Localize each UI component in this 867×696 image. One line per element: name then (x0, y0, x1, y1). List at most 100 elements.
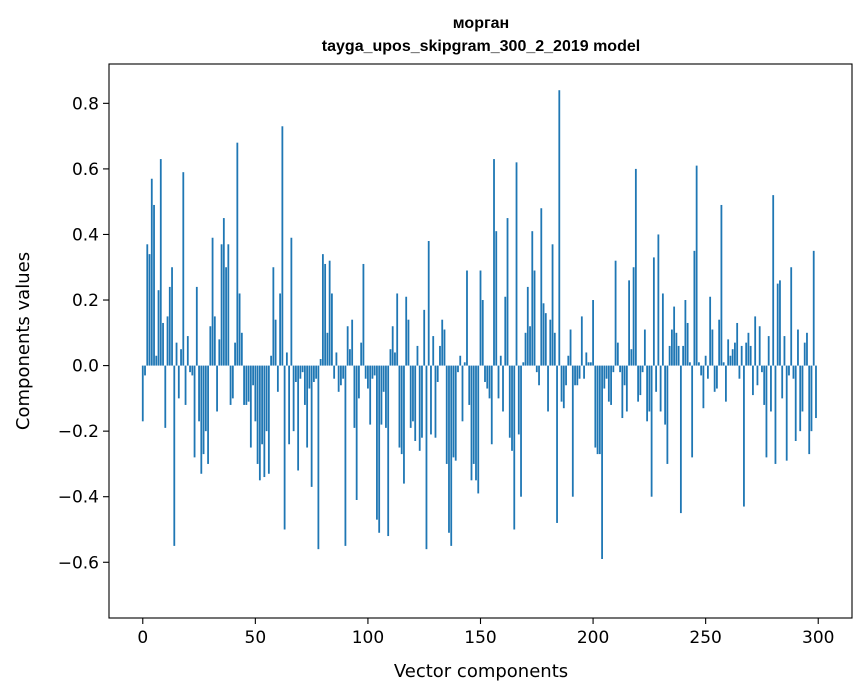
bar-component-55 (265, 365, 268, 432)
bar-component-80 (321, 254, 324, 366)
bar-component-30 (209, 326, 212, 366)
bar-component-142 (461, 365, 464, 422)
bar-component-61 (279, 293, 282, 366)
bar-component-128 (430, 365, 432, 435)
bar-component-168 (520, 365, 522, 497)
bar-component-229 (657, 234, 660, 366)
bar-component-280 (772, 195, 775, 366)
bar-component-287 (788, 365, 790, 376)
bar-component-188 (565, 365, 567, 386)
bar-component-23 (193, 365, 196, 458)
bar-component-290 (794, 365, 797, 441)
bar-component-87 (337, 365, 340, 392)
bar-component-109 (387, 365, 390, 537)
bar-component-108 (385, 365, 387, 428)
bar-component-150 (479, 270, 482, 366)
bar-component-296 (808, 365, 811, 455)
bar-component-277 (765, 365, 768, 458)
bar-component-271 (752, 365, 754, 396)
bar-component-298 (812, 250, 815, 366)
bar-component-230 (659, 365, 662, 412)
bar-component-260 (727, 339, 730, 366)
bar-component-245 (693, 250, 696, 366)
bar-component-39 (229, 365, 232, 405)
bar-component-173 (531, 231, 534, 366)
bar-component-113 (396, 293, 399, 366)
bar-component-11 (166, 316, 169, 366)
bar-component-9 (162, 322, 164, 366)
bar-component-124 (421, 365, 423, 438)
bar-component-116 (403, 365, 405, 484)
bar-component-251 (707, 365, 709, 379)
x-tick-label: 0 (137, 628, 148, 648)
bar-component-36 (222, 218, 225, 366)
bar-component-176 (538, 365, 540, 386)
y-tick-label: 0.8 (72, 94, 99, 114)
bar-component-122 (416, 345, 419, 366)
bar-component-263 (734, 342, 736, 366)
bar-component-32 (213, 316, 216, 366)
bar-component-125 (423, 309, 426, 366)
bar-component-68 (294, 365, 297, 382)
bar-component-212 (619, 365, 621, 373)
bar-component-264 (736, 322, 739, 366)
bar-component-91 (346, 326, 349, 366)
bar-component-210 (614, 260, 617, 366)
bar-component-236 (673, 306, 676, 366)
bar-component-165 (513, 365, 516, 530)
bar-component-217 (630, 349, 633, 366)
bar-component-258 (722, 362, 725, 366)
bar-component-239 (679, 365, 682, 514)
bar-component-160 (502, 365, 504, 412)
bar-component-252 (709, 296, 712, 366)
bar-component-62 (281, 126, 284, 366)
bar-component-111 (391, 326, 394, 366)
bar-component-118 (407, 319, 410, 366)
bar-component-94 (353, 365, 356, 428)
bar-component-33 (216, 365, 218, 412)
x-tick-label: 100 (352, 628, 384, 648)
bar-component-197 (585, 352, 588, 366)
bar-component-184 (556, 365, 558, 523)
bar-component-256 (718, 319, 721, 366)
bar-component-131 (436, 365, 439, 382)
bar-component-182 (551, 244, 554, 366)
bar-component-174 (533, 270, 536, 366)
bar-component-284 (781, 365, 784, 399)
bar-component-89 (342, 365, 345, 379)
bar-component-285 (783, 336, 786, 366)
bar-component-140 (457, 365, 459, 373)
bar-component-231 (661, 293, 664, 366)
bar-component-255 (716, 365, 718, 389)
bar-component-47 (247, 365, 250, 402)
bar-component-232 (664, 365, 667, 425)
bar-component-157 (495, 231, 498, 366)
y-axis-label: Components values (13, 252, 34, 430)
bar-component-190 (569, 329, 572, 366)
bar-component-159 (499, 355, 502, 366)
x-axis-ticks: 0 50 100 150 200 250 300 (137, 618, 834, 648)
bar-component-81 (324, 263, 327, 366)
bar-component-299 (815, 365, 817, 419)
bar-component-3 (148, 254, 151, 366)
bar-component-10 (164, 365, 167, 428)
bar-component-92 (349, 349, 351, 366)
bar-component-202 (596, 365, 599, 455)
bar-component-201 (594, 365, 597, 448)
bar-component-67 (292, 365, 295, 432)
bar-component-104 (376, 365, 378, 520)
bar-component-225 (648, 365, 651, 412)
bar-component-56 (267, 365, 270, 474)
bar-component-216 (628, 280, 630, 366)
bar-component-98 (362, 263, 365, 366)
bar-component-153 (486, 365, 489, 389)
bar-component-132 (439, 345, 441, 366)
bar-component-133 (441, 319, 444, 366)
bar-component-274 (758, 326, 761, 366)
bar-component-237 (675, 332, 678, 366)
bar-component-44 (240, 332, 243, 366)
bar-component-195 (580, 316, 583, 366)
bar-component-262 (731, 349, 734, 366)
bar-component-110 (389, 349, 392, 366)
